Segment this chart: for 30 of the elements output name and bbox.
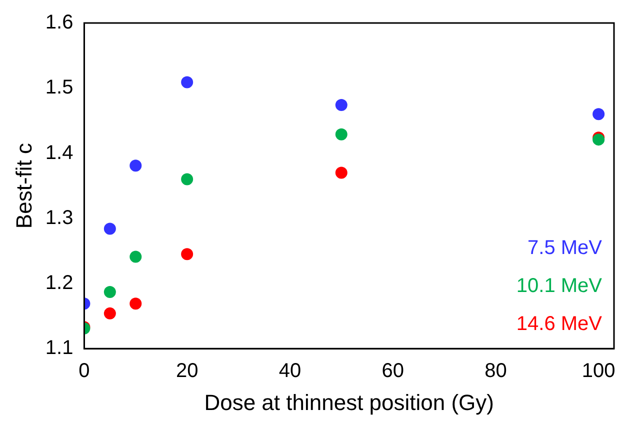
y-tick-label: 1.4: [45, 142, 74, 164]
text: 14.6 MeV: [516, 313, 603, 336]
point: [335, 99, 348, 112]
x-tick-label: 80: [484, 360, 507, 382]
x-axis-title: Dose at thinnest position (Gy): [204, 390, 494, 415]
point: [130, 160, 142, 172]
x-tick-label: 20: [176, 360, 198, 382]
y-tick-label: 1.2: [45, 272, 74, 294]
point: [592, 108, 605, 120]
y-tick-label: 1.5: [45, 76, 74, 99]
x-tick-label: 100: [582, 360, 616, 382]
y-axis-title: Best-fit c: [11, 143, 36, 229]
point: [104, 222, 116, 235]
point: [181, 173, 194, 186]
point: [104, 307, 116, 320]
y-tick-label: 1.6: [45, 12, 74, 34]
text: 10.1 MeV: [516, 275, 603, 298]
x-tick-label: 60: [382, 360, 404, 382]
text: 7.5 MeV: [528, 237, 603, 260]
point: [130, 298, 142, 310]
point: [181, 248, 194, 260]
point: [104, 286, 116, 298]
y-tick-label: 1.1: [45, 337, 74, 360]
x-tick-label: 0: [78, 360, 90, 382]
point: [335, 166, 348, 179]
point: [335, 128, 348, 140]
point: [130, 250, 142, 263]
point: [181, 76, 194, 88]
x-tick-label: 40: [278, 360, 302, 382]
y-tick-label: 1.3: [45, 206, 74, 229]
